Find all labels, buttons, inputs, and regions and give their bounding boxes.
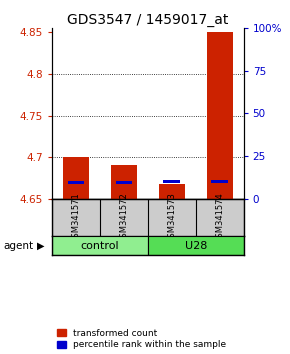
- Bar: [63, 157, 89, 199]
- Bar: [116, 181, 132, 184]
- Bar: [148, 236, 244, 255]
- Text: control: control: [81, 240, 119, 251]
- Text: ▶: ▶: [37, 240, 44, 251]
- Text: GSM341572: GSM341572: [119, 192, 128, 243]
- Bar: [159, 184, 185, 199]
- Text: agent: agent: [3, 240, 33, 251]
- Text: GSM341573: GSM341573: [167, 192, 176, 243]
- Legend: transformed count, percentile rank within the sample: transformed count, percentile rank withi…: [57, 329, 226, 349]
- Text: GSM341574: GSM341574: [215, 192, 224, 243]
- Bar: [211, 181, 228, 183]
- Text: U28: U28: [184, 240, 207, 251]
- Bar: [68, 181, 84, 184]
- Bar: [52, 236, 148, 255]
- Title: GDS3547 / 1459017_at: GDS3547 / 1459017_at: [67, 13, 229, 27]
- Bar: [206, 33, 233, 199]
- Text: GSM341571: GSM341571: [72, 192, 81, 243]
- Bar: [164, 181, 180, 183]
- Bar: [111, 165, 137, 199]
